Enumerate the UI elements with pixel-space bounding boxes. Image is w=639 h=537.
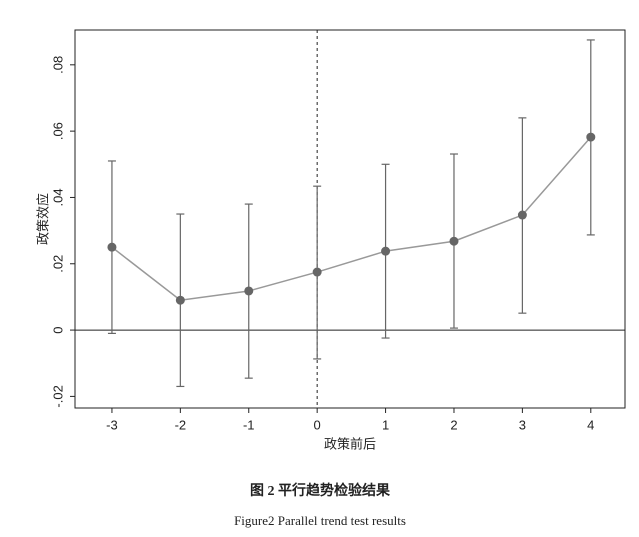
y-tick-label: .04 [50, 188, 65, 206]
point [449, 236, 459, 246]
trend-line [111, 136, 592, 302]
x-tick-label: -1 [243, 417, 255, 432]
point [244, 286, 254, 296]
point [381, 246, 391, 256]
x-axis-label: 政策前后 [324, 436, 376, 451]
point [107, 242, 117, 252]
point [586, 132, 596, 142]
x-tick-label: 2 [450, 417, 457, 432]
y-tick-label: 0 [50, 326, 65, 333]
x-tick-label: -3 [106, 417, 118, 432]
y-tick-label: .06 [50, 122, 65, 140]
caption-en: Figure2 Parallel trend test results [234, 513, 406, 528]
point [312, 267, 322, 277]
y-tick-label: .08 [50, 56, 65, 74]
y-axis-label: 政策效应 [35, 193, 50, 245]
y-tick-label: -.02 [50, 385, 65, 407]
point [175, 295, 185, 305]
plot-frame [74, 29, 626, 409]
x-tick-label: 1 [382, 417, 389, 432]
x-tick-label: 0 [314, 417, 321, 432]
point [517, 210, 527, 220]
x-tick-label: 4 [587, 417, 594, 432]
x-tick-label: -2 [175, 417, 187, 432]
y-tick-label: .02 [50, 255, 65, 273]
x-tick-label: 3 [519, 417, 526, 432]
caption-cn: 图 2 平行趋势检验结果 [250, 482, 391, 499]
